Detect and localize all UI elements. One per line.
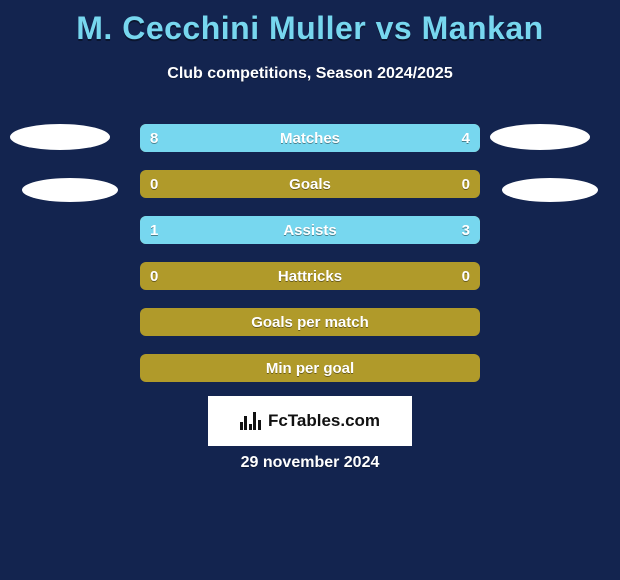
stat-value-right: 3 (452, 216, 480, 244)
stat-value-left: 0 (140, 262, 168, 290)
brand-text: FcTables.com (268, 411, 380, 431)
stat-row: 0 0Goals (140, 170, 480, 198)
comparison-infographic: M. Cecchini Muller vs Mankan Club compet… (0, 0, 620, 580)
date-line: 29 november 2024 (0, 454, 620, 472)
player-pellet (490, 124, 590, 150)
stat-rows: 84Matches00Goals13Assists00HattricksGoal… (140, 124, 480, 400)
stat-row: Min per goal (140, 354, 480, 382)
stat-value-right: 0 (452, 262, 480, 290)
stat-row: Goals per match (140, 308, 480, 336)
stat-value-left: 0 (140, 170, 168, 198)
stat-label: Goals per match (140, 308, 480, 336)
player-pellet (10, 124, 110, 150)
player-pellet (502, 178, 598, 202)
stat-label: Hattricks (140, 262, 480, 290)
player-pellet (22, 178, 118, 202)
bar-chart-icon (240, 412, 262, 430)
stat-value-left: 8 (140, 124, 168, 152)
stat-row: 0 0Hattricks (140, 262, 480, 290)
page-subtitle: Club competitions, Season 2024/2025 (0, 65, 620, 83)
brand-box: FcTables.com (208, 396, 412, 446)
stat-value-right: 0 (452, 170, 480, 198)
page-title: M. Cecchini Muller vs Mankan (0, 0, 620, 47)
stat-value-right: 4 (452, 124, 480, 152)
stat-row: 13Assists (140, 216, 480, 244)
stat-fill-right (225, 216, 480, 244)
stat-value-left: 1 (140, 216, 168, 244)
stat-row: 84Matches (140, 124, 480, 152)
stat-label: Goals (140, 170, 480, 198)
stat-label: Min per goal (140, 354, 480, 382)
stat-fill-left (140, 124, 367, 152)
